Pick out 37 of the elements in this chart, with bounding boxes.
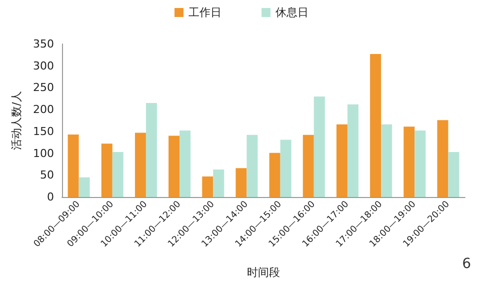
bar (213, 169, 224, 197)
y-tick-label: 50 (40, 168, 54, 182)
bar (414, 130, 426, 197)
bar (269, 152, 280, 197)
y-axis-title: 活动人数/人 (10, 91, 24, 150)
y-tick-label: 350 (33, 38, 54, 50)
bar (404, 126, 415, 197)
bar (180, 130, 191, 197)
legend-label: 休息日 (276, 6, 308, 19)
y-tick-label: 300 (33, 59, 54, 72)
y-tick-label: 200 (33, 103, 54, 116)
bar (280, 140, 292, 197)
y-tick-label: 250 (33, 81, 54, 94)
bar (168, 136, 180, 197)
bar (302, 134, 314, 197)
bar (314, 96, 325, 197)
bar (437, 120, 448, 197)
bar (381, 124, 392, 197)
bar (112, 152, 124, 197)
bar (236, 168, 247, 197)
bar (336, 124, 348, 197)
bar (101, 144, 112, 197)
bar (448, 152, 460, 197)
bar (78, 177, 90, 197)
bar (68, 134, 79, 197)
y-tick-label: 100 (33, 146, 54, 160)
bar (370, 54, 382, 197)
x-axis-title: 时间段 (247, 266, 280, 279)
legend-label: 工作日 (188, 6, 222, 19)
bar (202, 176, 214, 197)
text: 6 (462, 256, 472, 272)
bar (146, 103, 157, 197)
bar (347, 104, 358, 197)
bar (134, 132, 146, 197)
y-tick-label: 150 (33, 124, 54, 138)
bar (246, 134, 258, 197)
y-tick-label: 0 (47, 190, 54, 204)
